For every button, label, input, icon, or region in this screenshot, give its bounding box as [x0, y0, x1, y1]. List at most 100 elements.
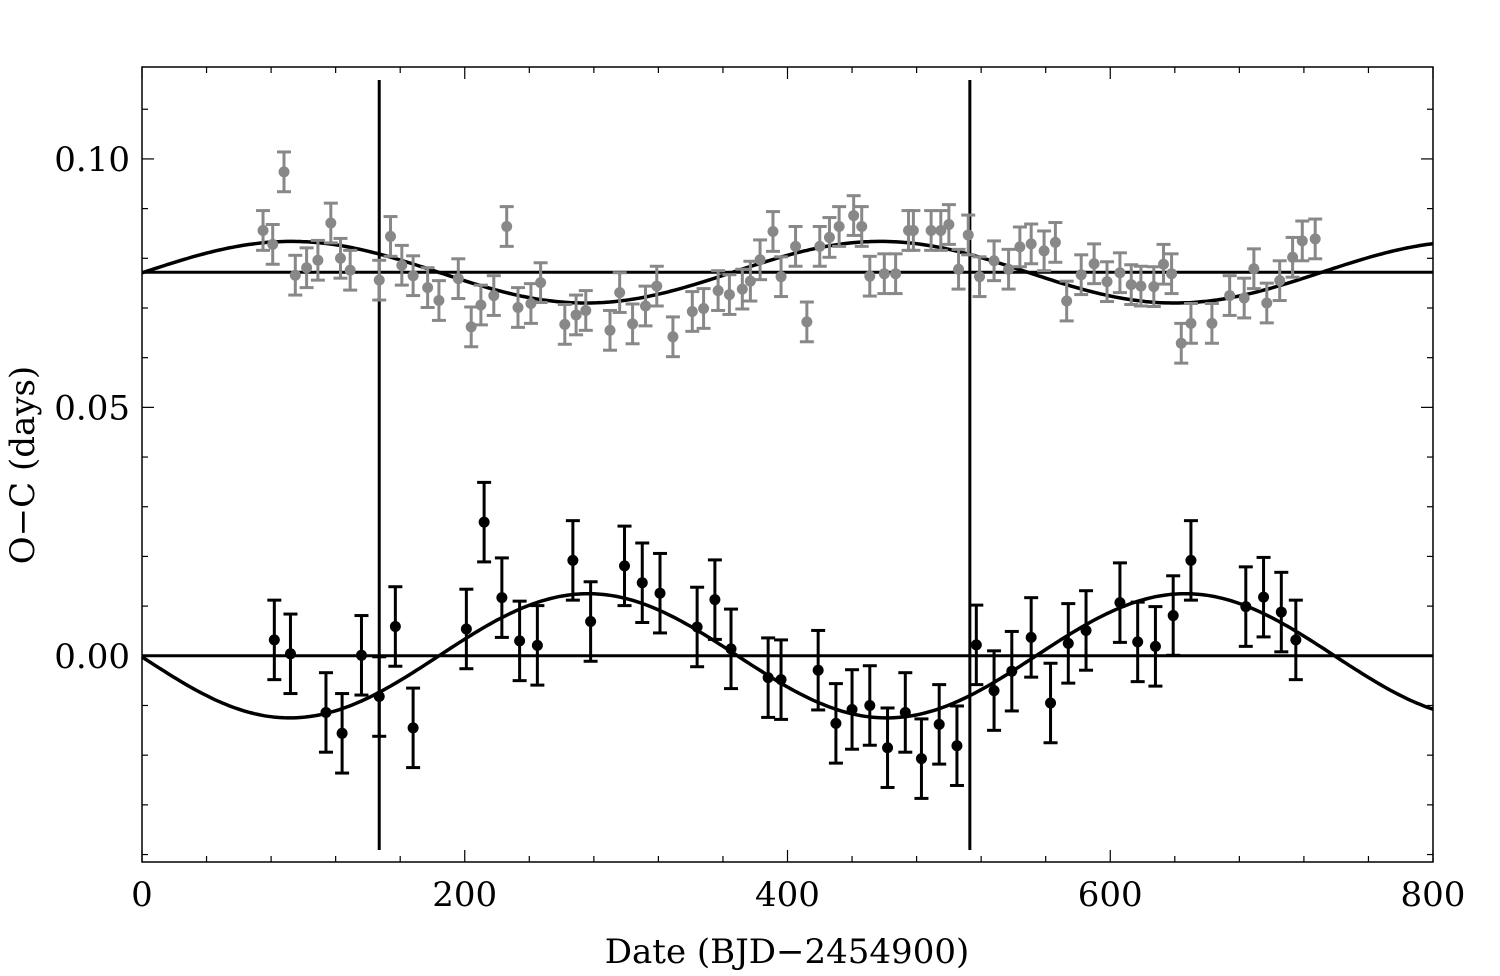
data-point-0-84: [1295, 219, 1310, 263]
data-point-0-81: [1259, 281, 1274, 325]
data-point-1-42: [1166, 574, 1181, 657]
data-point-0-71: [1133, 264, 1148, 308]
marker: [812, 664, 824, 676]
marker: [1014, 241, 1026, 253]
data-point-0-0: [256, 209, 271, 252]
marker: [775, 674, 787, 686]
data-point-1-40: [1130, 600, 1145, 684]
marker: [1258, 591, 1270, 603]
data-point-0-10: [383, 215, 398, 258]
data-point-0-15: [451, 257, 466, 301]
data-point-1-15: [617, 524, 632, 608]
marker: [501, 220, 513, 232]
data-point-1-35: [1024, 596, 1039, 679]
marker: [496, 592, 508, 604]
marker: [460, 623, 472, 635]
marker: [823, 231, 835, 243]
marker: [1049, 236, 1061, 248]
marker: [970, 639, 982, 651]
data-point-0-11: [394, 243, 409, 287]
data-point-1-26: [862, 664, 877, 747]
marker: [284, 648, 296, 660]
data-point-1-4: [354, 614, 369, 697]
data-point-0-60: [1001, 247, 1016, 291]
marker: [636, 577, 648, 589]
data-point-0-7: [333, 236, 348, 280]
data-point-0-14: [431, 279, 446, 322]
marker: [754, 254, 766, 266]
marker: [1114, 597, 1126, 609]
marker: [488, 290, 500, 302]
marker: [1045, 697, 1057, 709]
data-point-0-61: [1012, 225, 1027, 269]
data-point-0-50: [888, 252, 903, 296]
marker: [846, 703, 858, 715]
data-point-0-31: [665, 315, 680, 359]
data-point-1-43: [1183, 519, 1198, 602]
marker: [1158, 258, 1170, 270]
data-point-0-80: [1246, 247, 1261, 291]
data-point-0-73: [1156, 242, 1171, 286]
marker: [801, 316, 813, 328]
marker: [878, 268, 890, 280]
data-point-0-68: [1100, 260, 1115, 304]
data-point-1-45: [1256, 555, 1271, 639]
marker: [452, 273, 464, 285]
marker: [396, 259, 408, 271]
marker: [344, 264, 356, 276]
x-tick-label: 200: [432, 875, 497, 915]
marker: [1261, 297, 1273, 309]
marker: [1132, 636, 1144, 648]
data-point-0-46: [846, 194, 861, 237]
data-point-0-42: [799, 300, 814, 344]
axis-ticks: [141, 67, 1434, 862]
data-point-0-43: [812, 224, 827, 268]
data-point-0-59: [987, 239, 1002, 283]
data-point-0-24: [569, 293, 584, 337]
marker: [514, 635, 526, 647]
data-point-0-32: [685, 290, 700, 333]
data-point-0-16: [464, 305, 479, 349]
data-point-0-25: [578, 289, 593, 332]
data-point-0-64: [1048, 221, 1063, 264]
data-point-1-36: [1043, 661, 1058, 745]
data-point-0-79: [1237, 276, 1252, 320]
marker: [385, 230, 397, 242]
data-point-1-29: [914, 717, 929, 800]
data-point-0-4: [299, 246, 314, 290]
plot-frame: [141, 66, 1434, 863]
marker: [1240, 601, 1252, 613]
data-point-0-22: [533, 261, 548, 305]
data-point-1-31: [949, 704, 964, 787]
data-point-0-18: [486, 274, 501, 317]
data-point-1-8: [459, 587, 474, 671]
data-point-1-27: [880, 706, 895, 789]
marker: [1101, 276, 1113, 288]
marker: [389, 620, 401, 632]
data-point-1-17: [653, 551, 668, 635]
marker: [1175, 337, 1187, 349]
marker: [407, 270, 419, 282]
data-point-0-8: [343, 248, 358, 292]
marker: [723, 289, 735, 301]
data-point-0-75: [1174, 321, 1189, 365]
marker: [604, 324, 616, 336]
data-point-0-52: [906, 209, 921, 252]
data-point-0-49: [877, 252, 892, 296]
data-point-0-5: [310, 238, 325, 282]
data-point-0-19: [499, 205, 514, 248]
data-point-0-40: [774, 255, 789, 299]
data-point-0-47: [854, 205, 869, 248]
marker: [830, 717, 842, 729]
marker: [962, 229, 974, 241]
marker: [988, 685, 1000, 697]
data-point-1-5: [372, 655, 387, 738]
data-point-1-33: [987, 649, 1002, 732]
data-point-1-28: [898, 671, 913, 754]
x-tick-label: 0: [131, 875, 153, 915]
marker: [1062, 637, 1074, 649]
marker: [619, 560, 631, 572]
marker: [1088, 258, 1100, 270]
data-point-0-85: [1308, 217, 1323, 261]
